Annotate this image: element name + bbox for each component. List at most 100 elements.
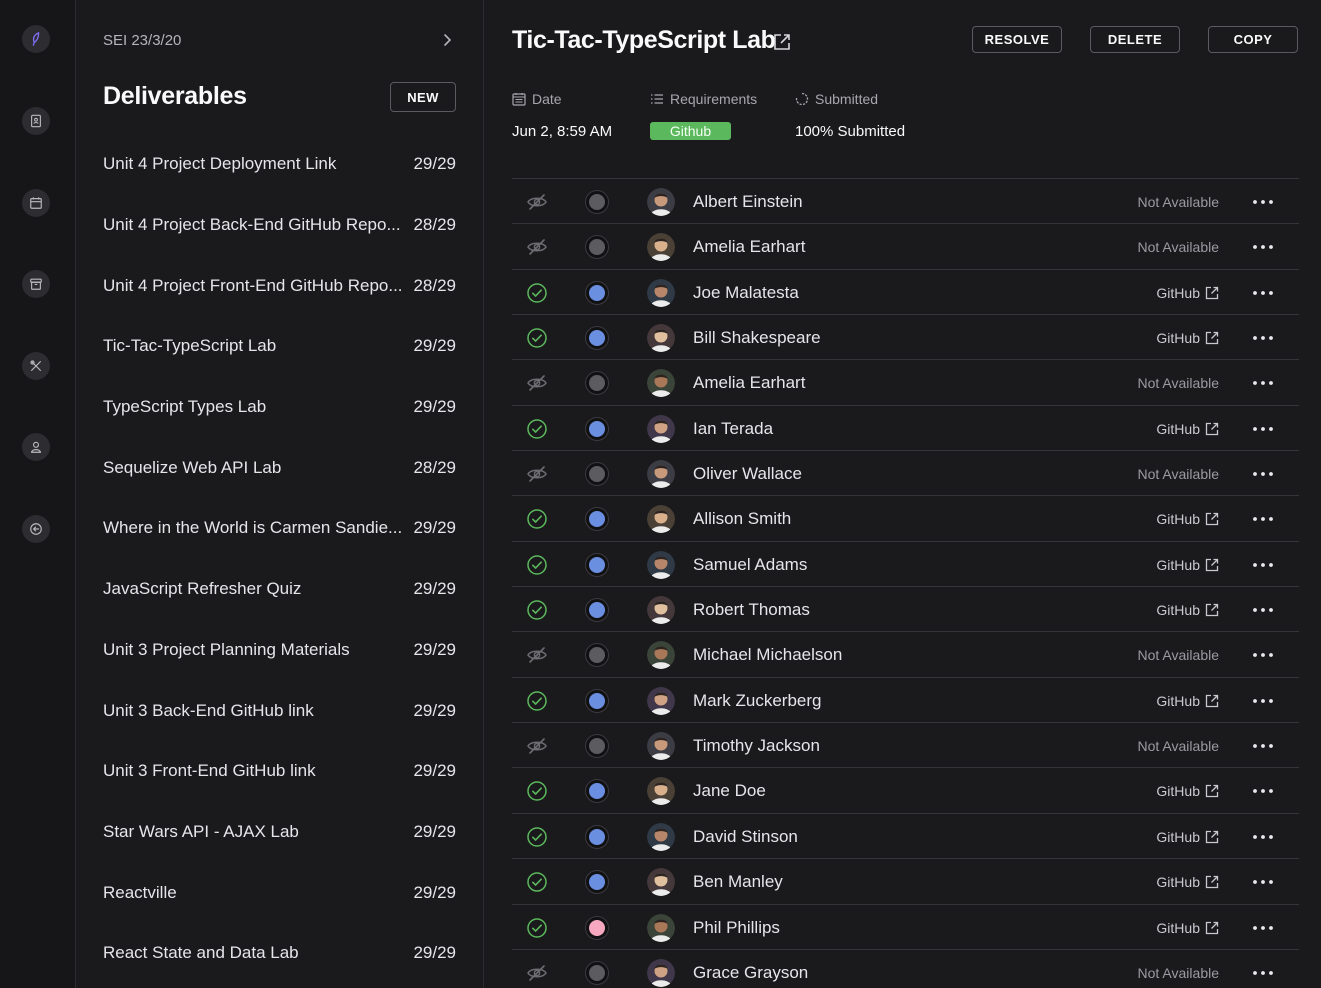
more-options-icon[interactable] xyxy=(1252,918,1274,938)
cohort-label[interactable]: SEI 23/3/20 xyxy=(103,32,182,49)
more-options-icon[interactable] xyxy=(1252,645,1274,665)
status-dot[interactable] xyxy=(585,552,609,577)
status-dot[interactable] xyxy=(585,190,609,214)
github-link[interactable]: GitHub xyxy=(1156,285,1219,301)
student-row[interactable]: Jane Doe GitHub xyxy=(512,768,1299,814)
logout-icon[interactable] xyxy=(22,515,50,543)
status-dot[interactable] xyxy=(585,598,609,623)
github-link[interactable]: GitHub xyxy=(1156,330,1219,346)
student-row[interactable]: Samuel Adams GitHub xyxy=(512,542,1299,588)
student-row[interactable]: Allison Smith GitHub xyxy=(512,496,1299,542)
github-link[interactable]: GitHub xyxy=(1156,511,1219,527)
archive-box-icon[interactable] xyxy=(22,270,50,298)
github-link[interactable]: GitHub xyxy=(1156,693,1219,709)
user-icon[interactable] xyxy=(22,433,50,461)
eye-off-icon[interactable] xyxy=(526,735,548,757)
deliverable-item[interactable]: Unit 3 Front-End GitHub link 29/29 xyxy=(76,741,484,802)
more-options-icon[interactable] xyxy=(1252,192,1274,212)
check-circle-icon[interactable] xyxy=(526,282,548,304)
deliverable-item[interactable]: Tic-Tac-TypeScript Lab 29/29 xyxy=(76,316,484,377)
eye-off-icon[interactable] xyxy=(526,962,548,984)
github-link[interactable]: GitHub xyxy=(1156,421,1219,437)
status-dot[interactable] xyxy=(585,643,609,668)
check-circle-icon[interactable] xyxy=(526,327,548,349)
status-dot[interactable] xyxy=(585,462,609,487)
student-row[interactable]: Joe Malatesta GitHub xyxy=(512,270,1299,316)
student-row[interactable]: Albert Einstein Not Available xyxy=(512,179,1299,225)
status-dot[interactable] xyxy=(585,960,609,985)
eye-off-icon[interactable] xyxy=(526,372,548,394)
more-options-icon[interactable] xyxy=(1252,509,1274,529)
logo-feather-icon[interactable] xyxy=(22,25,50,53)
copy-button[interactable]: COPY xyxy=(1208,26,1298,53)
contacts-book-icon[interactable] xyxy=(22,107,50,135)
deliverable-item[interactable]: Sequelize Web API Lab 28/29 xyxy=(76,437,484,498)
deliverable-item[interactable]: Star Wars API - AJAX Lab 29/29 xyxy=(76,802,484,863)
eye-off-icon[interactable] xyxy=(526,191,548,213)
status-dot[interactable] xyxy=(585,915,609,940)
check-circle-icon[interactable] xyxy=(526,826,548,848)
status-dot[interactable] xyxy=(585,371,609,396)
external-link-icon[interactable] xyxy=(772,32,792,52)
eye-off-icon[interactable] xyxy=(526,463,548,485)
deliverable-item[interactable]: Reactville 29/29 xyxy=(76,862,484,923)
student-row[interactable]: Grace Grayson Not Available xyxy=(512,950,1299,988)
github-link[interactable]: GitHub xyxy=(1156,920,1219,936)
more-options-icon[interactable] xyxy=(1252,963,1274,983)
student-row[interactable]: Ben Manley GitHub xyxy=(512,859,1299,905)
check-circle-icon[interactable] xyxy=(526,508,548,530)
status-dot[interactable] xyxy=(585,326,609,351)
student-row[interactable]: Ian Terada GitHub xyxy=(512,406,1299,452)
status-dot[interactable] xyxy=(585,507,609,532)
new-deliverable-button[interactable]: NEW xyxy=(390,82,456,112)
student-row[interactable]: Bill Shakespeare GitHub xyxy=(512,315,1299,361)
student-row[interactable]: Robert Thomas GitHub xyxy=(512,587,1299,633)
more-options-icon[interactable] xyxy=(1252,736,1274,756)
deliverable-item[interactable]: Unit 3 Project Planning Materials 29/29 xyxy=(76,620,484,681)
github-link[interactable]: GitHub xyxy=(1156,783,1219,799)
student-row[interactable]: Oliver Wallace Not Available xyxy=(512,451,1299,497)
more-options-icon[interactable] xyxy=(1252,283,1274,303)
status-dot[interactable] xyxy=(585,870,609,895)
student-row[interactable]: Mark Zuckerberg GitHub xyxy=(512,678,1299,724)
check-circle-icon[interactable] xyxy=(526,780,548,802)
check-circle-icon[interactable] xyxy=(526,690,548,712)
more-options-icon[interactable] xyxy=(1252,237,1274,257)
eye-off-icon[interactable] xyxy=(526,236,548,258)
status-dot[interactable] xyxy=(585,235,609,260)
student-row[interactable]: Amelia Earhart Not Available xyxy=(512,360,1299,406)
student-row[interactable]: Amelia Earhart Not Available xyxy=(512,224,1299,270)
check-circle-icon[interactable] xyxy=(526,917,548,939)
student-row[interactable]: David Stinson GitHub xyxy=(512,814,1299,860)
more-options-icon[interactable] xyxy=(1252,691,1274,711)
status-dot[interactable] xyxy=(585,280,609,305)
chevron-right-icon[interactable] xyxy=(440,31,454,49)
deliverable-item[interactable]: Where in the World is Carmen Sandie... 29… xyxy=(76,498,484,559)
more-options-icon[interactable] xyxy=(1252,781,1274,801)
check-circle-icon[interactable] xyxy=(526,554,548,576)
more-options-icon[interactable] xyxy=(1252,464,1274,484)
check-circle-icon[interactable] xyxy=(526,871,548,893)
tools-icon[interactable] xyxy=(22,352,50,380)
deliverable-item[interactable]: JavaScript Refresher Quiz 29/29 xyxy=(76,559,484,620)
deliverable-item[interactable]: Unit 4 Project Back-End GitHub Repo... 28… xyxy=(76,195,484,256)
deliverable-item[interactable]: TypeScript Types Lab 29/29 xyxy=(76,377,484,438)
check-circle-icon[interactable] xyxy=(526,599,548,621)
eye-off-icon[interactable] xyxy=(526,644,548,666)
check-circle-icon[interactable] xyxy=(526,418,548,440)
status-dot[interactable] xyxy=(585,734,609,759)
deliverable-item[interactable]: Unit 3 Back-End GitHub link 29/29 xyxy=(76,680,484,741)
status-dot[interactable] xyxy=(585,688,609,713)
github-link[interactable]: GitHub xyxy=(1156,602,1219,618)
status-dot[interactable] xyxy=(585,416,609,441)
more-options-icon[interactable] xyxy=(1252,373,1274,393)
more-options-icon[interactable] xyxy=(1252,419,1274,439)
status-dot[interactable] xyxy=(585,779,609,804)
more-options-icon[interactable] xyxy=(1252,328,1274,348)
more-options-icon[interactable] xyxy=(1252,827,1274,847)
status-dot[interactable] xyxy=(585,824,609,849)
student-row[interactable]: Michael Michaelson Not Available xyxy=(512,632,1299,678)
deliverable-item[interactable]: Unit 4 Project Deployment Link 29/29 xyxy=(76,134,484,195)
student-row[interactable]: Phil Phillips GitHub xyxy=(512,905,1299,950)
resolve-button[interactable]: RESOLVE xyxy=(972,26,1062,53)
